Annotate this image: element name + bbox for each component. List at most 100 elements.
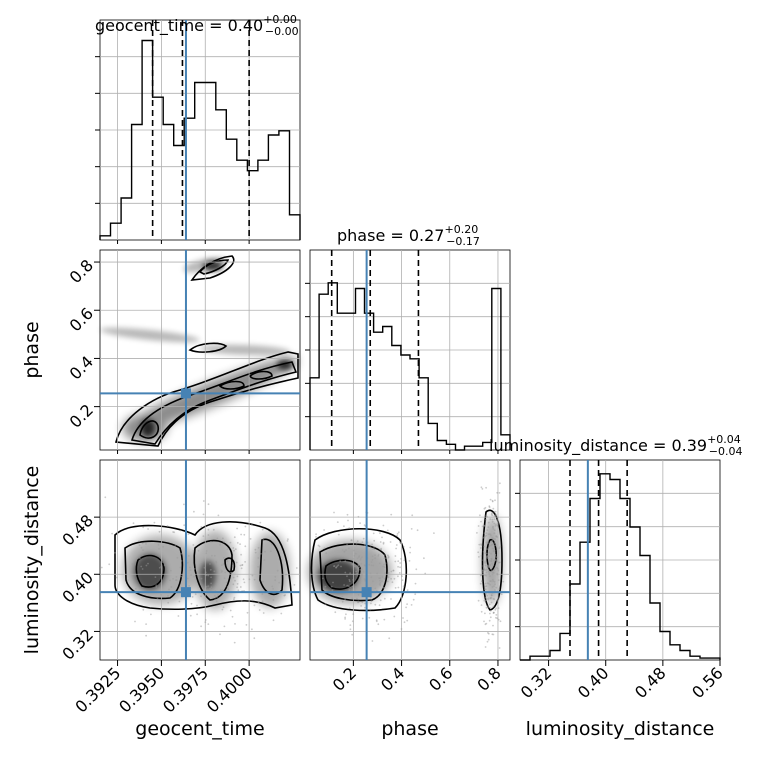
scatter-point	[363, 543, 366, 546]
scatter-point	[190, 574, 193, 576]
scatter-point	[370, 561, 373, 563]
scatter-point	[229, 541, 232, 544]
scatter-point	[196, 604, 198, 607]
scatter-point	[166, 525, 169, 527]
scatter-point	[261, 593, 264, 595]
scatter-point	[402, 585, 405, 588]
scatter-point	[280, 612, 283, 615]
scatter-point	[409, 551, 411, 554]
y-tick-label: 0.6	[66, 304, 97, 335]
scatter-point	[100, 566, 103, 569]
scatter-point	[212, 588, 215, 590]
scatter-point	[488, 559, 491, 562]
scatter-point	[379, 541, 382, 543]
scatter-point	[369, 544, 372, 547]
scatter-point	[349, 628, 352, 631]
scatter-point	[491, 573, 494, 576]
scatter-point	[399, 562, 402, 564]
scatter-point	[402, 617, 404, 619]
histogram-phase	[309, 282, 511, 451]
scatter-point	[178, 600, 181, 603]
scatter-point	[239, 543, 242, 545]
scatter-point	[382, 586, 385, 589]
scatter-point	[412, 598, 415, 601]
title-luminosity-distance-main: luminosity_distance = 0.39	[489, 436, 707, 456]
scatter-point	[235, 561, 238, 564]
scatter-point	[180, 575, 183, 578]
scatter-point	[406, 603, 408, 605]
scatter-point	[483, 545, 486, 548]
scatter-point	[200, 577, 203, 580]
scatter-point	[374, 587, 377, 590]
scatter-point	[484, 588, 487, 591]
scatter-point	[240, 553, 243, 556]
scatter-point	[215, 600, 218, 603]
scatter-point	[210, 540, 212, 543]
scatter-point	[397, 586, 400, 589]
scatter-point	[403, 559, 406, 562]
scatter-point	[369, 596, 372, 599]
scatter-point	[135, 587, 137, 590]
scatter-point	[399, 541, 401, 544]
scatter-point	[497, 569, 500, 572]
scatter-point	[486, 640, 489, 643]
scatter-point	[480, 486, 483, 489]
scatter-point	[190, 602, 193, 605]
scatter-point	[140, 546, 143, 549]
scatter-point	[232, 564, 234, 567]
truth-lines	[100, 20, 589, 660]
y-tick-label: 0.48	[58, 511, 97, 550]
scatter-point	[353, 554, 356, 557]
scatter-point	[496, 536, 499, 538]
scatter-point	[236, 583, 239, 585]
scatter-point	[233, 596, 236, 599]
scatter-point	[492, 605, 495, 608]
scatter-point	[344, 571, 347, 574]
scatter-point	[351, 585, 354, 588]
scatter-point	[359, 568, 362, 571]
scatter-point	[347, 519, 349, 522]
scatter-point	[187, 533, 190, 535]
scatter-point	[223, 557, 225, 559]
scatter-point	[379, 599, 382, 602]
scatter-point	[214, 594, 216, 597]
scatter-point	[155, 584, 158, 587]
scatter-point	[167, 594, 169, 597]
scatter-point	[287, 538, 289, 541]
scatter-point	[489, 612, 491, 615]
x-tick-label: 0.48	[631, 663, 670, 702]
scatter-point	[233, 598, 235, 601]
scatter-point	[251, 574, 254, 577]
scatter-point	[490, 558, 493, 560]
scatter-point	[356, 557, 359, 560]
contours-phase-geocent	[114, 255, 299, 447]
y-axis-label-luminosity-distance: luminosity_distance	[21, 466, 43, 655]
scatter-point	[216, 537, 219, 540]
scatter-point	[495, 607, 497, 610]
scatter-point	[345, 613, 347, 616]
scatter-point	[496, 524, 499, 526]
scatter-point	[490, 569, 493, 572]
scatter-point	[374, 554, 376, 556]
scatter-point	[383, 578, 386, 580]
scatter-point	[489, 597, 492, 600]
scatter-point	[209, 587, 212, 590]
scatter-point	[162, 545, 165, 548]
scatter-point	[394, 587, 397, 589]
scatter-point	[341, 549, 344, 551]
scatter-point	[361, 601, 364, 604]
scatter-point	[202, 500, 205, 502]
x-tick-label: 0.3925	[71, 663, 124, 716]
scatter-point	[379, 548, 381, 551]
scatter-point	[383, 563, 385, 566]
scatter-point	[136, 557, 139, 560]
scatter-point	[377, 555, 380, 557]
scatter-point	[276, 569, 279, 572]
scatter-point	[253, 637, 256, 640]
scatter-point	[192, 544, 195, 546]
scatter-point	[378, 604, 381, 607]
scatter-point	[331, 589, 334, 592]
scatter-point	[251, 628, 253, 631]
scatter-point	[486, 582, 489, 585]
scatter-point	[495, 614, 498, 616]
